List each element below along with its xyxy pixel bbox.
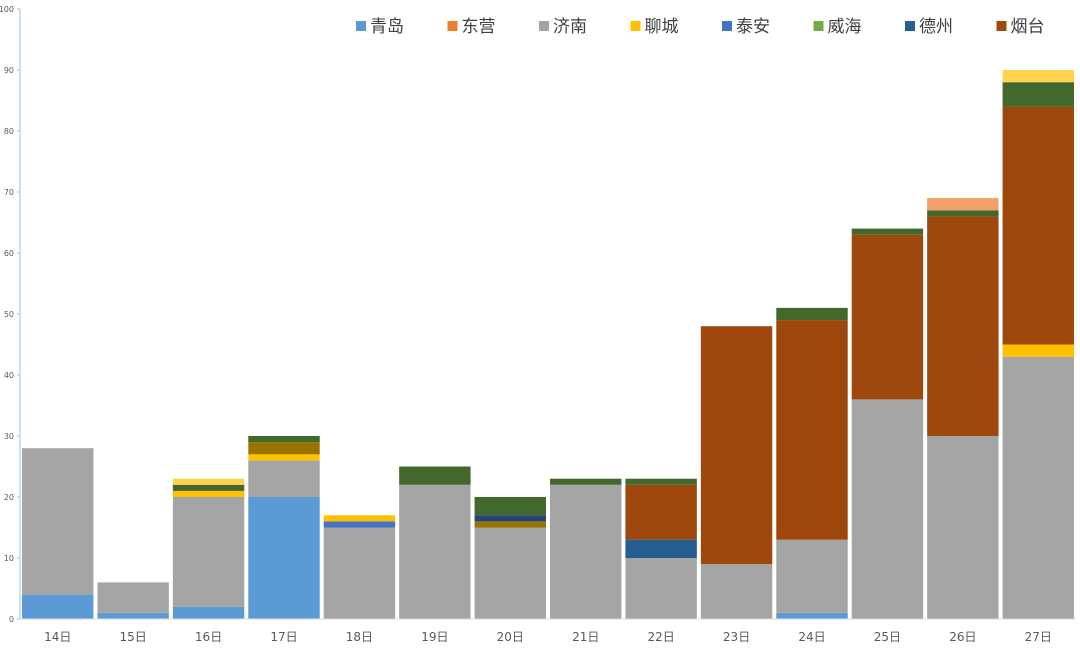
legend-label: 东营	[462, 17, 496, 37]
x-tick-label: 22日	[647, 630, 674, 644]
bar-segment-12-7	[851, 234, 924, 400]
x-tick-label: 26日	[949, 630, 976, 644]
bar-segment-7-9	[474, 521, 546, 528]
legend-label: 济南	[553, 17, 587, 37]
bar-segment-11-7	[776, 320, 848, 540]
y-tick-label: 20	[4, 493, 14, 502]
x-tick-label: 16日	[195, 630, 222, 644]
legend-label: 聊城	[645, 17, 679, 37]
x-tick-label: 14日	[44, 630, 71, 644]
bar-segment-3-6	[172, 490, 245, 497]
bar-segment-12-2	[851, 399, 924, 619]
legend-swatch	[813, 21, 824, 31]
bars-layer	[22, 70, 1074, 619]
bar-segment-4-6	[248, 454, 320, 461]
y-tick-label: 70	[4, 188, 14, 197]
bar-segment-14-13	[1002, 70, 1074, 83]
bar-segment-1-2	[22, 448, 94, 595]
bar-segment-6-2	[399, 484, 471, 619]
bar-segment-13-7	[927, 216, 999, 436]
bar-segment-6-11	[399, 466, 471, 485]
x-tick-label: 19日	[421, 630, 448, 644]
bar-segment-5-4	[323, 521, 396, 528]
bar-segment-11-11	[776, 307, 848, 321]
legend-label: 青岛	[370, 17, 404, 37]
legend-label: 德州	[919, 17, 953, 37]
x-tick-label: 21日	[572, 630, 599, 644]
legend-label: 威海	[828, 17, 862, 37]
bar-segment-14-7	[1002, 106, 1074, 345]
bar-segment-13-12	[927, 198, 999, 211]
bar-segment-11-2	[776, 539, 848, 613]
bar-segment-3-1	[172, 606, 245, 619]
bar-segment-2-2	[97, 582, 169, 613]
bar-segment-8-2	[550, 484, 622, 619]
bar-segment-3-11	[172, 484, 245, 491]
y-tick-label: 60	[4, 249, 14, 258]
bar-segment-12-11	[851, 228, 924, 235]
legend-swatch	[722, 21, 732, 31]
y-axis: 0 10 20 30 40 50 60 70 80 90 100	[0, 5, 21, 624]
legend-swatch	[447, 21, 458, 31]
y-tick-label: 0	[9, 615, 14, 624]
x-axis: 14日 15日 16日 17日 18日 19日 20日 21日 22日 23日 24日 25日 26日 2…	[20, 618, 1076, 644]
y-tick-label: 90	[4, 66, 14, 75]
bar-segment-14-2	[1002, 356, 1074, 619]
y-tick-label: 100	[0, 5, 14, 14]
bar-segment-5-6	[323, 515, 396, 522]
bar-segment-1-1	[22, 594, 94, 619]
x-tick-label: 27日	[1025, 630, 1052, 644]
bar-segment-9-7	[625, 484, 697, 540]
bar-segment-2-1	[97, 612, 169, 619]
x-tick-label: 15日	[119, 630, 146, 644]
bar-segment-4-9	[248, 442, 320, 455]
bar-segment-7-2	[474, 527, 546, 619]
bar-segment-9-5	[625, 539, 697, 558]
bar-segment-14-11	[1002, 82, 1074, 107]
x-tick-label: 24日	[798, 630, 825, 644]
bar-segment-3-13	[172, 478, 245, 485]
x-tick-label: 20日	[497, 630, 524, 644]
bar-segment-9-11	[625, 478, 697, 485]
y-tick-label: 50	[4, 310, 14, 319]
legend-label: 泰安	[736, 17, 770, 37]
legend-swatch	[905, 21, 915, 31]
bar-segment-8-11	[550, 478, 622, 485]
bar-segment-9-2	[625, 558, 697, 619]
bar-segment-13-11	[927, 210, 999, 217]
y-tick-label: 40	[4, 371, 14, 380]
bar-segment-13-2	[927, 436, 999, 619]
bar-segment-3-2	[172, 497, 245, 607]
bar-segment-4-11	[248, 436, 320, 443]
bar-segment-10-7	[700, 326, 773, 565]
bar-segment-5-2	[323, 527, 396, 619]
y-tick-label: 30	[4, 432, 14, 441]
legend-swatch	[630, 21, 641, 31]
legend: 青岛 东营 济南 聊城 泰安 威海 德州 烟台	[356, 17, 1045, 37]
y-tick-label: 80	[4, 127, 14, 136]
bar-segment-4-1	[248, 497, 320, 619]
legend-label: 烟台	[1011, 17, 1045, 37]
legend-swatch	[996, 21, 1007, 31]
legend-swatch	[356, 21, 366, 31]
x-tick-label: 25日	[874, 630, 901, 644]
bar-segment-10-2	[700, 564, 773, 619]
legend-swatch	[539, 21, 549, 31]
x-tick-label: 18日	[346, 630, 373, 644]
bar-segment-14-6	[1002, 344, 1074, 357]
bar-segment-4-2	[248, 460, 320, 497]
y-tick-label: 10	[4, 554, 14, 563]
x-tick-label: 23日	[723, 630, 750, 644]
x-tick-label: 17日	[270, 630, 297, 644]
bar-segment-11-1	[776, 612, 848, 619]
bar-segment-7-11	[474, 497, 546, 516]
bar-segment-7-10	[474, 515, 546, 522]
